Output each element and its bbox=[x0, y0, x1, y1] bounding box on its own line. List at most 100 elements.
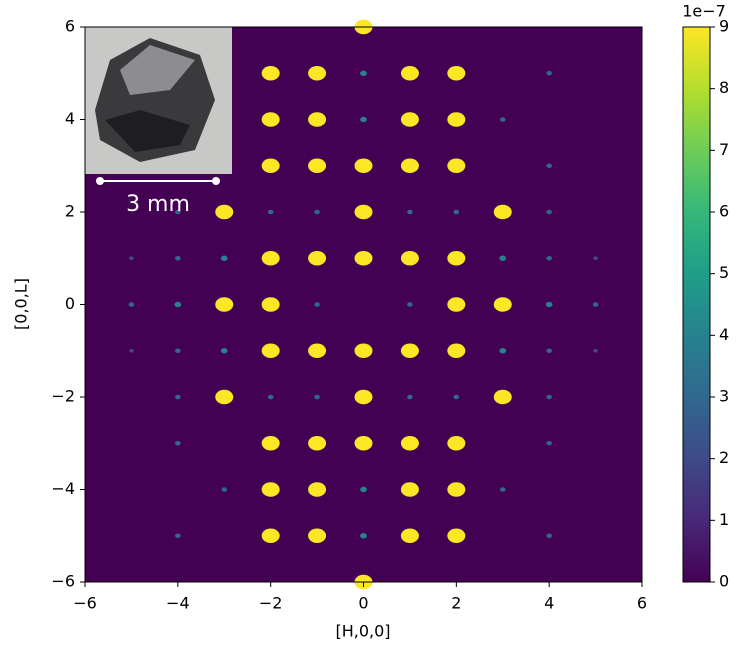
peak bbox=[400, 158, 419, 173]
peak bbox=[261, 436, 280, 451]
peak bbox=[175, 394, 181, 400]
y-tick-label: 2 bbox=[65, 202, 75, 221]
peak bbox=[447, 482, 466, 497]
peak bbox=[175, 348, 181, 353]
x-tick-label: 4 bbox=[544, 594, 554, 613]
peak bbox=[493, 204, 512, 220]
peak bbox=[546, 163, 552, 168]
peak bbox=[546, 533, 552, 538]
peak bbox=[546, 394, 552, 400]
peak bbox=[129, 256, 134, 261]
colorbar-tick-label: 0 bbox=[719, 572, 729, 591]
peak bbox=[128, 302, 135, 307]
colorbar-tick-label: 3 bbox=[719, 387, 729, 406]
peak bbox=[447, 66, 466, 81]
peak bbox=[447, 436, 466, 451]
peak bbox=[308, 251, 327, 266]
peak bbox=[447, 297, 466, 312]
y-tick-label: 0 bbox=[65, 294, 75, 313]
peak bbox=[308, 343, 327, 358]
crystal-facet bbox=[120, 45, 195, 95]
peak bbox=[267, 209, 274, 215]
peak bbox=[261, 251, 280, 266]
peak bbox=[493, 389, 512, 405]
peak bbox=[308, 112, 327, 127]
colorbar-offset: 1e−7 bbox=[682, 2, 726, 21]
peak bbox=[314, 209, 320, 215]
peak bbox=[360, 70, 367, 76]
peak bbox=[261, 343, 280, 358]
peak bbox=[314, 394, 320, 400]
peak bbox=[546, 441, 552, 446]
peak bbox=[400, 482, 419, 497]
peak bbox=[308, 66, 327, 81]
peak bbox=[261, 158, 280, 173]
peak bbox=[546, 209, 552, 215]
scale-bar-end bbox=[96, 177, 104, 185]
colorbar-tick-label: 4 bbox=[719, 325, 729, 344]
peak bbox=[499, 348, 507, 354]
peak bbox=[400, 66, 419, 81]
peak bbox=[447, 343, 466, 358]
colorbar-tick-label: 2 bbox=[719, 448, 729, 467]
scale-label: 3 mm bbox=[126, 192, 190, 217]
scale-bar-end bbox=[212, 177, 220, 185]
peak bbox=[593, 256, 598, 261]
peak bbox=[400, 251, 419, 266]
peak bbox=[453, 209, 460, 215]
peak bbox=[447, 251, 466, 266]
peak bbox=[261, 66, 280, 81]
peak bbox=[215, 297, 234, 312]
peak bbox=[261, 297, 280, 312]
colorbar-tick-label: 8 bbox=[719, 78, 729, 97]
peak bbox=[593, 348, 598, 353]
peak bbox=[493, 297, 512, 312]
peak bbox=[407, 394, 413, 400]
peak bbox=[499, 117, 506, 122]
y-tick-label: −2 bbox=[51, 387, 75, 406]
x-tick-label: −4 bbox=[166, 594, 190, 613]
peak bbox=[447, 112, 466, 127]
peak bbox=[221, 487, 228, 492]
peak bbox=[354, 251, 373, 266]
peak bbox=[308, 436, 327, 451]
peak bbox=[174, 301, 182, 308]
peak bbox=[175, 256, 181, 261]
peak bbox=[360, 116, 367, 123]
colorbar-tick-label: 5 bbox=[719, 263, 729, 282]
peak bbox=[499, 255, 507, 261]
peak bbox=[400, 436, 419, 451]
colorbar-tick-label: 7 bbox=[719, 140, 729, 159]
colorbar-tick-label: 9 bbox=[719, 17, 729, 36]
peak bbox=[447, 158, 466, 173]
crystal-facet bbox=[105, 110, 190, 152]
peak bbox=[546, 71, 552, 76]
x-tick-label: −2 bbox=[259, 594, 283, 613]
peak bbox=[261, 528, 280, 543]
peak bbox=[308, 482, 327, 497]
x-tick-label: 6 bbox=[637, 594, 647, 613]
peak bbox=[314, 302, 320, 307]
peak bbox=[261, 112, 280, 127]
peak bbox=[215, 389, 234, 405]
peak bbox=[354, 389, 373, 405]
colorbar-tick-label: 6 bbox=[719, 202, 729, 221]
peak bbox=[545, 301, 553, 308]
peak bbox=[360, 486, 367, 493]
peak bbox=[308, 158, 327, 173]
peak bbox=[308, 528, 327, 543]
x-tick-label: −6 bbox=[73, 594, 97, 613]
y-tick-label: −4 bbox=[51, 479, 75, 498]
y-axis-label: [0,0,L] bbox=[12, 278, 31, 330]
peak bbox=[220, 348, 228, 354]
y-tick-label: −6 bbox=[51, 572, 75, 591]
peak bbox=[499, 487, 506, 492]
peak bbox=[407, 302, 413, 307]
x-axis-label: [H,0,0] bbox=[335, 622, 390, 641]
peak bbox=[129, 348, 134, 353]
peak bbox=[267, 394, 274, 400]
x-tick-label: 2 bbox=[451, 594, 461, 613]
peak bbox=[354, 204, 373, 220]
peak bbox=[175, 209, 181, 215]
